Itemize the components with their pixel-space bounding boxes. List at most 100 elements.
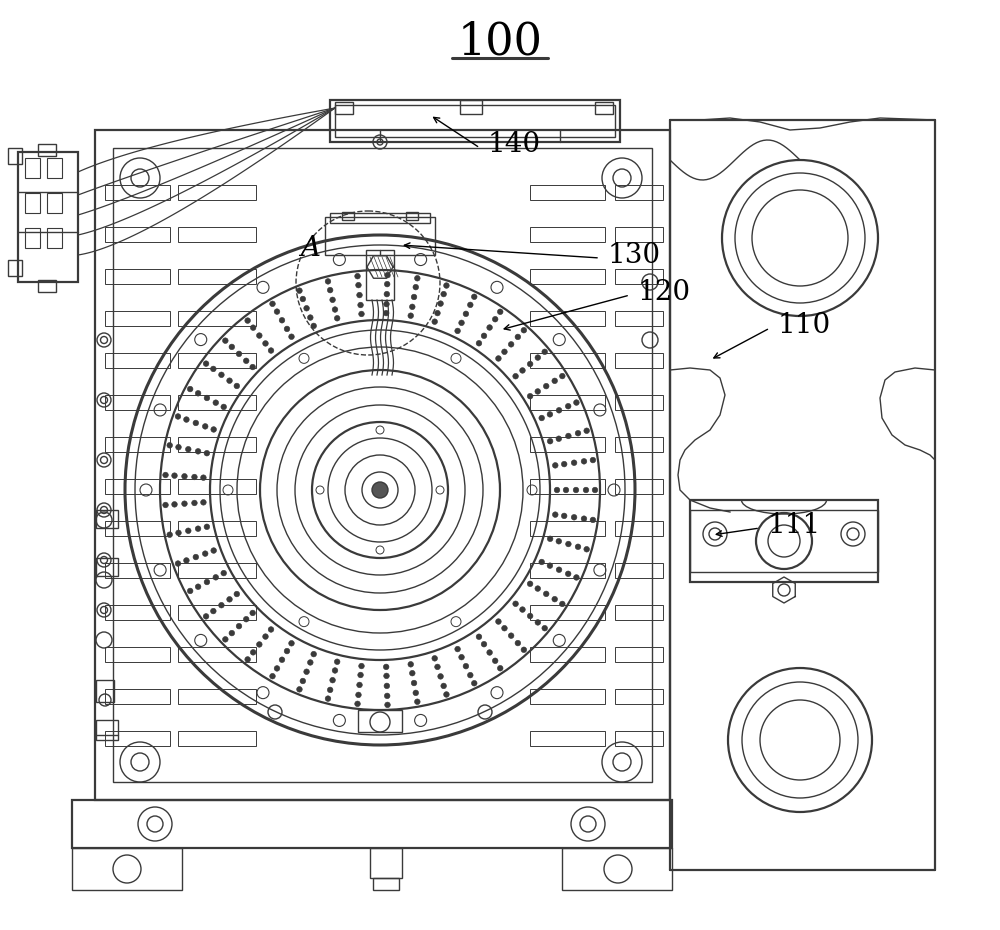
Circle shape — [492, 316, 498, 322]
Text: 111: 111 — [768, 512, 821, 538]
Circle shape — [358, 672, 363, 678]
Circle shape — [438, 300, 443, 306]
Circle shape — [163, 502, 168, 508]
Circle shape — [243, 358, 249, 364]
Circle shape — [547, 563, 553, 568]
Circle shape — [435, 311, 440, 316]
Circle shape — [411, 294, 417, 299]
Text: A: A — [300, 234, 320, 261]
Circle shape — [384, 683, 390, 689]
Circle shape — [543, 591, 549, 597]
Circle shape — [334, 315, 340, 321]
Circle shape — [574, 400, 579, 405]
Bar — [615, 731, 663, 746]
Bar — [530, 353, 605, 368]
Circle shape — [175, 561, 181, 566]
Circle shape — [356, 283, 361, 288]
Bar — [105, 227, 170, 242]
Circle shape — [204, 395, 210, 401]
Bar — [47, 158, 62, 178]
Bar — [105, 563, 170, 578]
Bar — [615, 479, 663, 494]
Circle shape — [263, 633, 268, 639]
Circle shape — [332, 668, 338, 673]
Circle shape — [515, 334, 521, 339]
Bar — [178, 731, 256, 746]
Circle shape — [187, 386, 193, 392]
Circle shape — [383, 664, 389, 670]
Circle shape — [202, 551, 208, 556]
Circle shape — [584, 428, 589, 433]
Circle shape — [459, 320, 464, 325]
Circle shape — [308, 314, 313, 320]
Circle shape — [515, 640, 521, 646]
Circle shape — [535, 389, 541, 394]
Circle shape — [284, 648, 290, 654]
Bar — [615, 521, 663, 536]
Circle shape — [385, 272, 390, 278]
Circle shape — [245, 318, 250, 324]
Circle shape — [502, 625, 507, 631]
Bar — [38, 144, 56, 156]
Bar — [615, 563, 663, 578]
Circle shape — [565, 404, 571, 409]
Circle shape — [497, 309, 503, 314]
Circle shape — [411, 680, 417, 685]
Bar — [105, 311, 170, 326]
Circle shape — [560, 601, 565, 606]
Circle shape — [297, 288, 302, 294]
Circle shape — [201, 499, 206, 505]
Bar — [178, 395, 256, 410]
Circle shape — [574, 575, 579, 580]
Circle shape — [463, 663, 469, 669]
Bar — [615, 605, 663, 620]
Circle shape — [413, 690, 419, 696]
Circle shape — [184, 558, 189, 564]
Circle shape — [543, 383, 549, 389]
Circle shape — [384, 282, 390, 287]
Bar — [325, 217, 435, 255]
Circle shape — [583, 487, 589, 493]
Circle shape — [547, 412, 553, 418]
Circle shape — [279, 657, 285, 662]
Circle shape — [535, 586, 541, 591]
Circle shape — [575, 544, 581, 550]
Bar — [530, 647, 605, 662]
Bar — [460, 100, 482, 114]
Circle shape — [513, 374, 518, 379]
Circle shape — [590, 517, 596, 523]
Circle shape — [584, 547, 589, 552]
Bar — [615, 689, 663, 704]
Circle shape — [468, 672, 473, 678]
Circle shape — [556, 407, 562, 413]
Circle shape — [245, 657, 250, 662]
Bar — [690, 510, 878, 572]
Circle shape — [435, 664, 440, 670]
Circle shape — [268, 627, 274, 632]
Bar — [96, 558, 118, 576]
Circle shape — [527, 581, 533, 587]
Text: 120: 120 — [638, 278, 691, 305]
Circle shape — [270, 673, 275, 679]
Bar — [105, 353, 170, 368]
Circle shape — [300, 678, 306, 684]
Circle shape — [571, 460, 577, 466]
Circle shape — [192, 500, 197, 506]
Circle shape — [195, 525, 201, 531]
Bar — [105, 269, 170, 284]
Bar — [615, 437, 663, 452]
Bar — [690, 500, 878, 582]
Bar — [47, 193, 62, 213]
Bar — [38, 280, 56, 292]
Circle shape — [575, 431, 581, 436]
Circle shape — [229, 344, 235, 350]
Bar — [105, 689, 170, 704]
Circle shape — [167, 443, 172, 448]
Bar — [342, 212, 354, 220]
Circle shape — [521, 327, 527, 333]
Bar — [25, 228, 40, 248]
Circle shape — [327, 287, 333, 293]
Circle shape — [561, 461, 567, 467]
Bar — [615, 647, 663, 662]
Circle shape — [229, 631, 235, 636]
